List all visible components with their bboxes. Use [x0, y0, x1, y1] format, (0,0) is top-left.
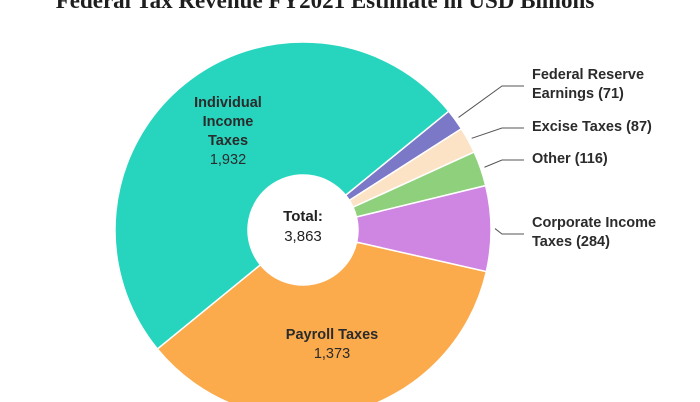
- category-label: Individual Income Taxes: [194, 95, 262, 149]
- category-label: Excise Taxes: [532, 119, 623, 135]
- value-label: 1,932: [209, 152, 247, 168]
- leader-line: [458, 85, 524, 118]
- value-label: (87): [626, 119, 652, 135]
- leader-line: [484, 159, 524, 168]
- chart-title: Federal Tax Revenue FY2021 Estimate in U…: [55, 0, 595, 13]
- category-label: Federal Reserve Earnings: [532, 67, 645, 102]
- center-label: Total:: [283, 208, 323, 225]
- value-label: (71): [598, 86, 624, 102]
- slice-label: Federal Reserve Earnings (71): [532, 66, 692, 104]
- total-label: 3,863: [284, 228, 322, 245]
- leader-line: [471, 127, 524, 139]
- center-label-group: Total: 3,863: [253, 207, 353, 247]
- category-label: Payroll Taxes: [285, 327, 379, 343]
- slice-label: Corporate Income Taxes (284): [532, 214, 692, 252]
- leader-line: [494, 228, 524, 235]
- category-label: Corporate Income Taxes: [532, 215, 657, 250]
- category-label: Other: [532, 151, 571, 167]
- value-label: 1,373: [313, 346, 351, 362]
- value-label: (116): [574, 151, 608, 167]
- slice-label: Other (116): [532, 150, 692, 169]
- slice-label: Individual Income Taxes 1,932: [183, 94, 273, 170]
- slice-label: Excise Taxes (87): [532, 118, 692, 137]
- donut-hole: [248, 175, 358, 285]
- slice-label: Payroll Taxes 1,373: [257, 326, 407, 364]
- value-label: (284): [576, 234, 610, 250]
